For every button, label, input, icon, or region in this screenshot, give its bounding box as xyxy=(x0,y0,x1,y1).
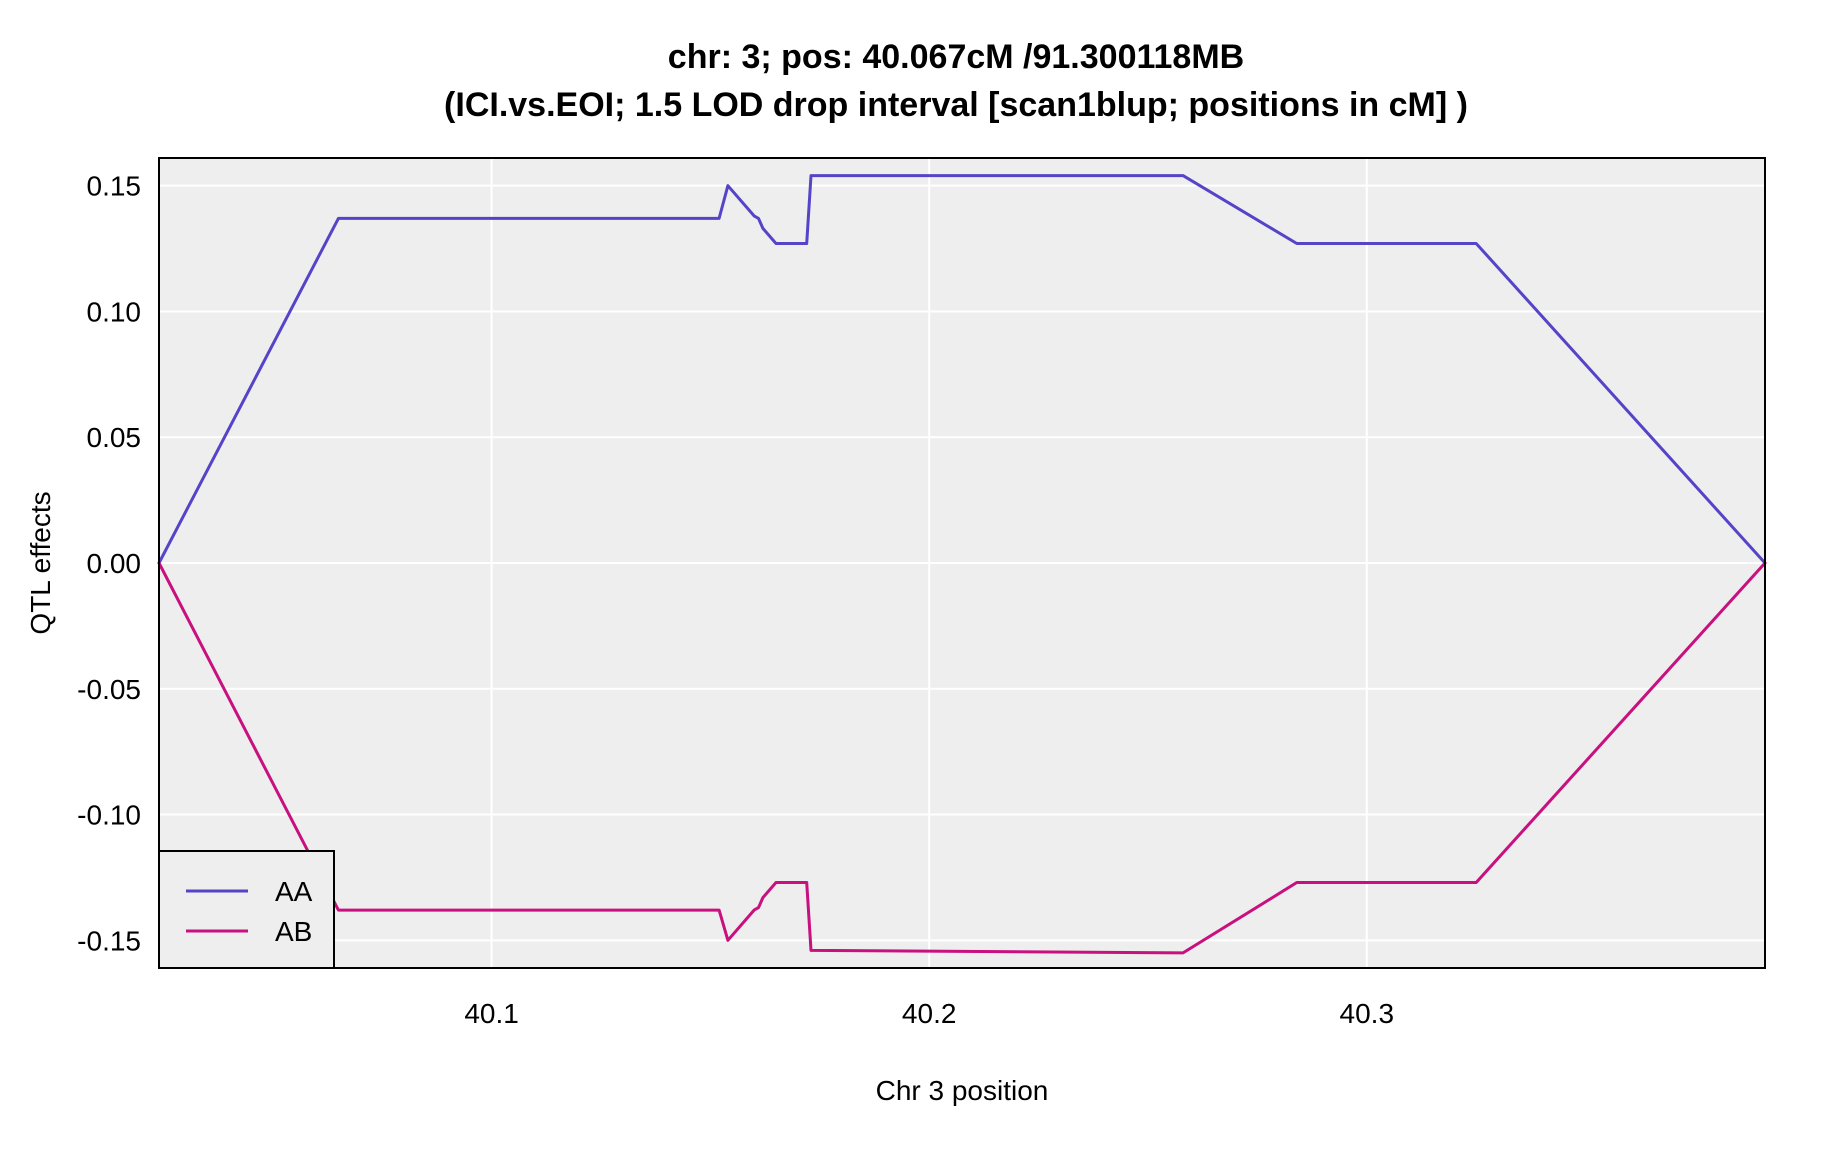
y-tick-label: 0.15 xyxy=(87,171,142,202)
y-tick-label: 0.10 xyxy=(87,296,142,327)
x-axis-label: Chr 3 position xyxy=(876,1075,1049,1106)
grid-lines xyxy=(159,158,1765,968)
x-tick-label: 40.1 xyxy=(464,998,519,1029)
x-tick-label: 40.3 xyxy=(1340,998,1395,1029)
plot-border xyxy=(158,157,1766,969)
y-axis-label: QTL effects xyxy=(25,491,56,634)
legend-label-aa: AA xyxy=(275,876,313,907)
series-line-ab xyxy=(157,561,1767,955)
legend: AA AB xyxy=(158,850,335,969)
legend-label-ab: AB xyxy=(275,916,312,947)
y-axis-ticks: -0.15 -0.10 -0.05 0.00 0.05 0.10 0.15 xyxy=(77,171,141,957)
y-tick-label: 0.00 xyxy=(87,548,142,579)
legend-box xyxy=(158,850,335,969)
y-tick-label: -0.10 xyxy=(77,800,141,831)
y-tick-label: -0.05 xyxy=(77,674,141,705)
series-lines xyxy=(157,174,1767,955)
y-tick-label: -0.15 xyxy=(77,925,141,956)
y-tick-label: 0.05 xyxy=(87,422,142,453)
x-tick-label: 40.2 xyxy=(902,998,957,1029)
chart-subtitle: (ICI.vs.EOI; 1.5 LOD drop interval [scan… xyxy=(444,86,1468,124)
chart-title: chr: 3; pos: 40.067cM /91.300118MB xyxy=(668,38,1244,76)
series-line-aa xyxy=(157,174,1767,565)
x-axis-ticks: 40.1 40.2 40.3 xyxy=(464,998,1394,1029)
